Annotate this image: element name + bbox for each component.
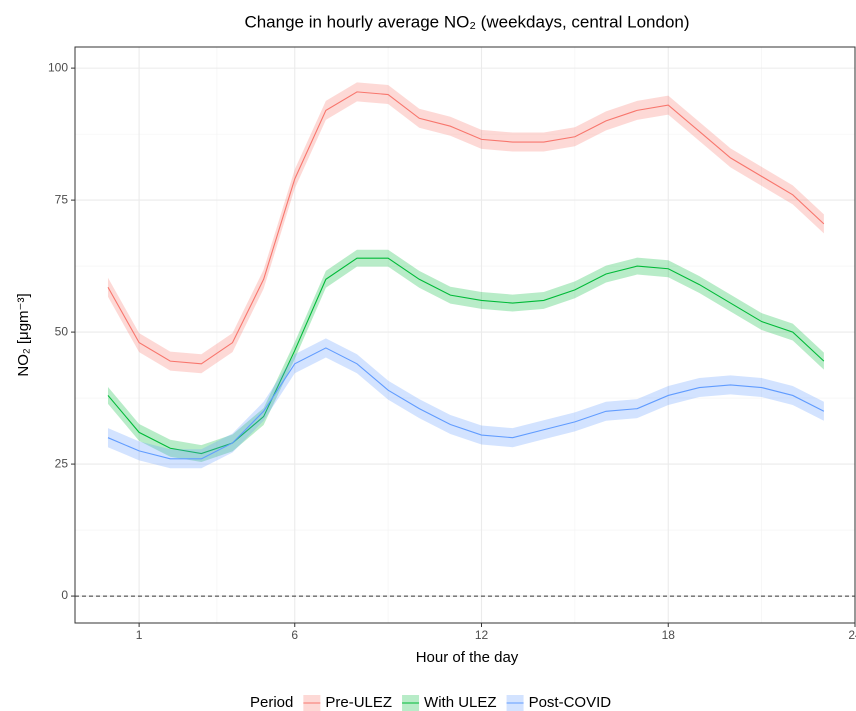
legend-label: With ULEZ	[424, 694, 497, 711]
x-tick-label: 6	[291, 628, 298, 642]
legend-label: Pre-ULEZ	[325, 694, 392, 711]
line	[107, 347, 825, 460]
x-tick-label: 24	[848, 628, 856, 642]
x-tick-label: 12	[475, 628, 489, 642]
y-tick-label: 75	[55, 192, 69, 206]
line	[107, 91, 825, 365]
x-tick-label: 18	[662, 628, 676, 642]
confidence-band	[107, 338, 824, 469]
y-tick-label: 100	[48, 60, 68, 74]
chart-title: Change in hourly average NO₂ (weekdays, …	[244, 12, 689, 31]
y-tick-label: 0	[61, 588, 68, 602]
legend-label: Post-COVID	[529, 694, 612, 711]
line	[107, 257, 825, 455]
y-axis-label: NO₂ [μgm⁻³]	[15, 293, 32, 376]
legend-title: Period	[250, 694, 293, 711]
y-tick-label: 25	[55, 456, 69, 470]
x-axis-label: Hour of the day	[416, 649, 519, 666]
confidence-band	[107, 82, 824, 374]
x-tick-label: 1	[136, 628, 143, 642]
plot-border	[74, 46, 856, 624]
y-tick-label: 50	[55, 324, 69, 338]
confidence-band	[107, 249, 824, 462]
